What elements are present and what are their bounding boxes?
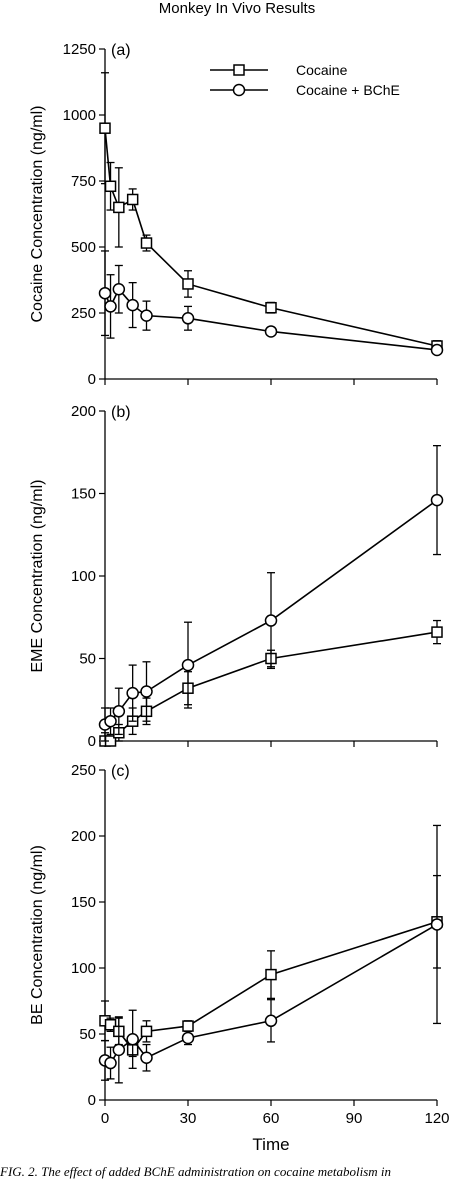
panel-3: 0 50 100 150 200 250 0 30 60 90 120 (c) BE Concentra… <box>29 762 450 1154</box>
x-tick-label: 90 <box>346 1110 363 1127</box>
data-point <box>181 658 195 672</box>
y-axis-label: Cocaine Concentration (ng/ml) <box>29 106 46 323</box>
series-cocaine <box>99 72 443 352</box>
data-point <box>112 1043 126 1057</box>
panel-2: 0 50 100 150 200 (b) EME Concentration (ng/ml) <box>29 403 444 750</box>
data-point <box>140 309 153 322</box>
panel-label: (b) <box>111 404 131 421</box>
panel-1: 0 250 500 750 1000 1250 (a) Cocaine Concentrati… <box>29 41 444 388</box>
data-point <box>112 282 126 296</box>
legend-label: Cocaine <box>296 62 348 78</box>
data-point <box>264 614 278 627</box>
data-point <box>99 122 111 134</box>
data-point <box>182 1020 194 1032</box>
data-point <box>265 968 277 981</box>
data-point <box>430 343 444 357</box>
x-tick-label: 120 <box>424 1110 449 1127</box>
y-tick-label: 250 <box>71 305 96 322</box>
y-tick-label: 500 <box>71 239 96 256</box>
data-point <box>113 201 125 214</box>
data-point <box>98 286 112 300</box>
y-tick-label: 150 <box>71 894 96 911</box>
data-point <box>181 1031 195 1045</box>
y-tick-label: 200 <box>71 828 96 845</box>
y-tick-label: 750 <box>71 173 96 190</box>
y-tick-label: 150 <box>71 486 96 503</box>
legend-marker-circle <box>232 83 246 97</box>
x-tick-label: 60 <box>263 1110 280 1127</box>
y-tick-label: 0 <box>88 1092 96 1109</box>
data-point <box>140 1025 153 1038</box>
y-tick-label: 100 <box>71 960 96 977</box>
y-axis-label: BE Concentration (ng/ml) <box>29 845 46 1025</box>
y-tick-label: 200 <box>71 403 96 420</box>
data-point <box>126 1033 139 1046</box>
data-point <box>104 300 117 313</box>
y-tick-label: 250 <box>71 762 96 779</box>
y-tick-label: 50 <box>79 1026 96 1043</box>
y-tick-label: 0 <box>88 733 96 750</box>
y-tick-label: 1000 <box>63 107 96 124</box>
data-point <box>140 237 153 249</box>
series-cocaine-bche <box>98 250 444 357</box>
data-point <box>181 312 195 325</box>
panel-label: (a) <box>111 42 131 59</box>
data-point <box>264 1014 278 1028</box>
data-point <box>264 325 278 338</box>
data-point <box>430 493 444 507</box>
x-tick-label: 30 <box>180 1110 197 1127</box>
data-point <box>126 686 139 700</box>
series-cocaine-bche <box>98 444 444 742</box>
data-point <box>126 298 139 312</box>
data-point <box>265 301 277 314</box>
legend-marker-square <box>233 64 245 76</box>
figure-title: Monkey In Vivo Results <box>158 0 316 17</box>
x-tick-label: 0 <box>101 1110 109 1127</box>
data-point <box>431 626 443 638</box>
y-tick-label: 50 <box>79 651 96 668</box>
data-point <box>104 1056 117 1070</box>
y-axis-label: EME Concentration (ng/ml) <box>29 480 46 673</box>
figure-caption: FIG. 2. The effect of added BChE adminis… <box>0 1164 392 1179</box>
y-tick-label: 1250 <box>63 41 96 58</box>
legend-label: Cocaine + BChE <box>296 82 400 98</box>
data-point <box>182 278 194 290</box>
y-tick-label: 0 <box>88 371 96 388</box>
data-point <box>104 714 117 728</box>
data-point <box>140 685 153 698</box>
panel-label: (c) <box>111 763 130 780</box>
data-point <box>104 1019 117 1031</box>
data-point <box>104 180 117 193</box>
series-line <box>104 287 438 351</box>
legend: Cocaine Cocaine + BChE <box>210 62 400 98</box>
data-point <box>430 918 444 931</box>
data-point <box>140 1051 153 1065</box>
y-tick-label: 100 <box>71 568 96 585</box>
data-point <box>112 705 126 718</box>
series-cocaine-bche <box>98 824 444 1084</box>
data-point <box>126 193 139 206</box>
x-axis-label: Time <box>252 1135 289 1154</box>
